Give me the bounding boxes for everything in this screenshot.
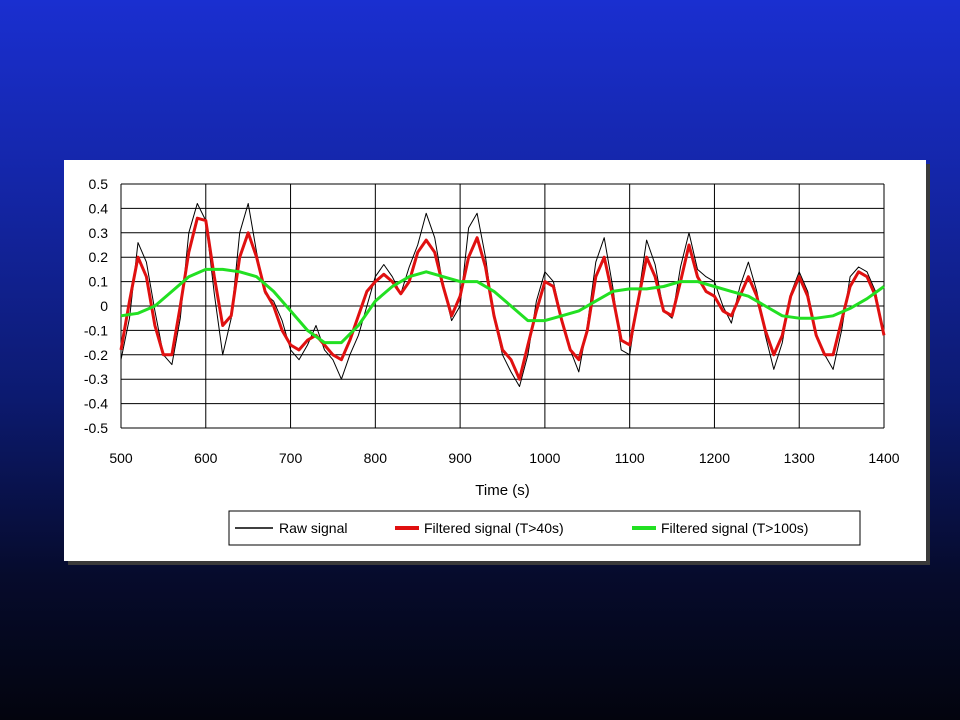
x-axis-tick-labels: 500 600 700 800 900 1000 1100 1200 1300 1400 [109, 450, 899, 466]
chart-panel: 0.5 0.4 0.3 0.2 0.1 0 -0.1 -0.2 -0.3 -0.4 -0.5 500… [64, 160, 926, 561]
legend-label-0: Raw signal [279, 520, 347, 536]
x-tick-label: 500 [109, 450, 133, 466]
y-tick-label: 0.4 [89, 200, 109, 216]
x-tick-label: 1000 [529, 450, 560, 466]
y-tick-label: -0.2 [84, 347, 108, 363]
y-tick-label: 0.3 [89, 225, 109, 241]
x-tick-label: 700 [279, 450, 303, 466]
line-chart: 0.5 0.4 0.3 0.2 0.1 0 -0.1 -0.2 -0.3 -0.4 -0.5 500… [84, 176, 900, 546]
grid-lines [120, 183, 885, 429]
legend-frame [228, 510, 861, 546]
legend-items: Raw signal Filtered signal (T>40s) Filtere… [235, 520, 808, 536]
x-tick-label: 1300 [784, 450, 815, 466]
x-tick-label: 1200 [699, 450, 730, 466]
y-tick-label: 0 [100, 298, 108, 314]
x-tick-label: 900 [448, 450, 472, 466]
legend-label-1: Filtered signal (T>40s) [424, 520, 564, 536]
x-tick-label: 1100 [615, 450, 645, 466]
series-line-0 [120, 203, 885, 387]
y-tick-label: 0.2 [89, 249, 109, 265]
x-tick-label: 1400 [868, 450, 899, 466]
y-tick-label: -0.3 [84, 371, 108, 387]
y-tick-label: 0.5 [89, 176, 109, 192]
x-tick-label: 800 [364, 450, 388, 466]
y-tick-label: -0.4 [84, 396, 108, 412]
series-line-1 [119, 216, 886, 381]
y-tick-label: 0.1 [89, 274, 109, 290]
y-tick-label: -0.5 [84, 420, 108, 436]
y-tick-label: -0.1 [84, 322, 108, 338]
legend-label-2: Filtered signal (T>100s) [661, 520, 808, 536]
y-axis-tick-labels: 0.5 0.4 0.3 0.2 0.1 0 -0.1 -0.2 -0.3 -0.4 -0.5 [84, 176, 108, 436]
x-tick-label: 600 [194, 450, 218, 466]
x-axis-title: Time (s) [475, 482, 529, 499]
series-lines [119, 203, 886, 387]
series-line-2 [120, 267, 885, 345]
legend: Raw signal Filtered signal (T>40s) Filtere… [228, 510, 861, 546]
